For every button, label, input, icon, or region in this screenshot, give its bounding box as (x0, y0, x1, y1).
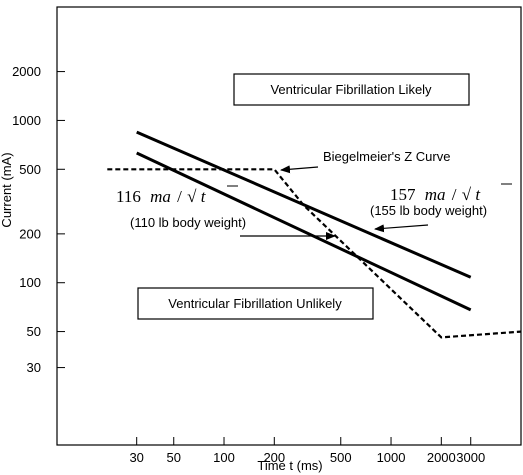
y-tick-label: 200 (19, 226, 41, 241)
region-upper-label: Ventricular Fibrillation Likely (270, 82, 432, 97)
y-tick-label: 100 (19, 275, 41, 290)
formula-left-subtitle: (110 lb body weight) (130, 215, 246, 230)
svg-text:157 ma / √: 157 ma / √ t (390, 185, 481, 204)
x-tick-label: 30 (129, 450, 143, 465)
x-tick-label: 200 (263, 450, 285, 465)
svg-text:116 ma / √: 116 ma / √ t (116, 187, 207, 206)
x-tick-label: 100 (213, 450, 235, 465)
y-axis-ticks: 30 50 100 200 500 1000 2000 (12, 64, 65, 375)
formula-left-arg: t (201, 187, 207, 206)
plot-frame (56, 6, 522, 446)
x-tick-label: 2000 (427, 450, 456, 465)
y-tick-label: 500 (19, 162, 41, 177)
region-upper-box (233, 73, 470, 106)
x-tick-label: 50 (167, 450, 181, 465)
x-tick-label: 3000 (456, 450, 485, 465)
formula-right-arg: t (475, 185, 481, 204)
series-layer (107, 130, 522, 339)
x-axis-title: Time t (ms) (257, 458, 322, 473)
formula-left: 116 ma / √ t (116, 185, 238, 206)
region-lower-label: Ventricular Fibrillation Unlikely (168, 296, 342, 311)
formula-left-var: ma (150, 187, 171, 206)
threshold-line-2 (136, 151, 472, 312)
x-axis-ticks: 30 50 100 200 500 1000 2000 3000 (129, 437, 485, 465)
y-tick-label: 50 (27, 324, 41, 339)
z-curve-arrow (280, 165, 319, 174)
formula-left-number: 116 (116, 187, 141, 206)
x-tick-label: 1000 (377, 450, 406, 465)
region-lower-box (137, 287, 374, 320)
formula-right-sqrt: √ (462, 185, 472, 204)
formula-left-slash: / (177, 187, 182, 206)
y-tick-label: 1000 (12, 113, 41, 128)
y-axis-title: Current (mA) (0, 152, 14, 227)
x-tick-label: 500 (330, 450, 352, 465)
z-curve-label: Biegelmeier's Z Curve (323, 149, 450, 164)
formula-right-slash: / (452, 185, 457, 204)
formula-right: 157 ma / √ t (390, 183, 512, 204)
formula-right-number: 157 (390, 185, 416, 204)
formula-right-arrow (374, 224, 429, 233)
y-tick-label: 30 (27, 360, 41, 375)
formula-left-sqrt: √ (187, 187, 197, 206)
y-tick-label: 2000 (12, 64, 41, 79)
formula-right-subtitle: (155 lb body weight) (370, 203, 487, 218)
formula-right-var: ma (425, 185, 446, 204)
threshold-line-1 (136, 130, 472, 279)
